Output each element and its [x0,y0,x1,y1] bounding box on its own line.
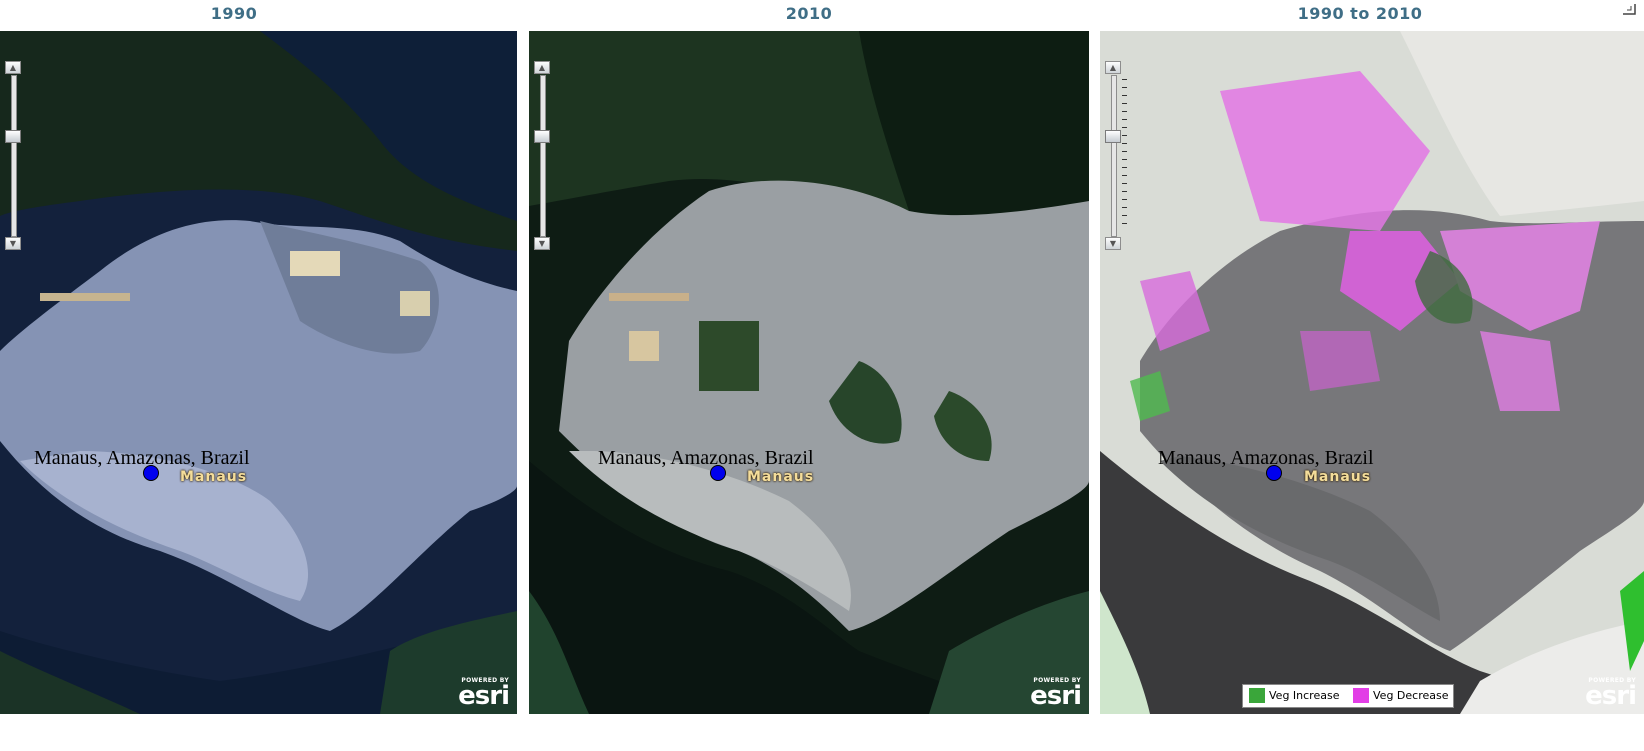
zoom-slider[interactable]: ▲ ▼ [5,61,21,250]
zoom-slider-track[interactable] [11,75,17,237]
location-marker-icon[interactable] [143,465,159,481]
location-marker-icon[interactable] [1266,465,1282,481]
powered-by-text: POWERED BY [1033,677,1081,684]
zoom-in-icon[interactable]: ▲ [534,61,550,74]
zoom-in-icon[interactable]: ▲ [5,61,21,74]
panel-title-1990: 1990 [210,4,258,23]
powered-by-text: POWERED BY [461,677,509,684]
zoom-slider-thumb[interactable] [1105,130,1121,143]
esri-brand-text: esri [1030,681,1082,711]
veg-increase-swatch [1249,688,1265,703]
map-change[interactable]: ▲ ▼ Manaus, Amazonas, Brazil Manaus Veg … [1100,31,1644,714]
change-legend: Veg Increase Veg Decrease [1242,684,1454,708]
place-label: Manaus [747,469,815,485]
veg-decrease-swatch [1353,688,1369,703]
powered-by-text: POWERED BY [1588,677,1636,684]
esri-brand-text: esri [458,681,510,711]
esri-brand-text: esri [1585,681,1637,711]
zoom-slider-track[interactable] [540,75,546,237]
place-label: Manaus [1304,469,1372,485]
city-label: Manaus, Amazonas, Brazil [598,447,814,469]
zoom-slider[interactable]: ▲ ▼ [1105,61,1127,250]
zoom-slider-track[interactable] [1111,75,1117,237]
location-marker-icon[interactable] [710,465,726,481]
satellite-image-2010 [529,31,1089,714]
esri-logo[interactable]: POWERED BY esri [451,677,510,711]
veg-decrease-label: Veg Decrease [1373,689,1449,702]
zoom-slider-ticks [1122,79,1127,229]
place-label: Manaus [180,469,248,485]
zoom-in-icon[interactable]: ▲ [1105,61,1121,74]
esri-logo[interactable]: POWERED BY esri [1578,677,1637,711]
map-1990[interactable]: ▲ ▼ Manaus, Amazonas, Brazil Manaus POWE… [0,31,517,714]
zoom-out-icon[interactable]: ▼ [534,237,550,250]
satellite-image-1990 [0,31,517,714]
zoom-out-icon[interactable]: ▼ [1105,237,1121,250]
zoom-out-icon[interactable]: ▼ [5,237,21,250]
zoom-slider-thumb[interactable] [5,130,21,143]
esri-logo[interactable]: POWERED BY esri [1023,677,1082,711]
veg-increase-label: Veg Increase [1269,689,1340,702]
change-image [1100,31,1644,714]
city-label: Manaus, Amazonas, Brazil [1158,447,1374,469]
zoom-slider[interactable]: ▲ ▼ [534,61,550,250]
panel-title-change: 1990 to 2010 [1297,4,1423,23]
panel-title-2010: 2010 [785,4,833,23]
city-label: Manaus, Amazonas, Brazil [34,447,250,469]
zoom-slider-thumb[interactable] [534,130,550,143]
window-corner-icon[interactable] [1621,3,1637,15]
map-2010[interactable]: ▲ ▼ Manaus, Amazonas, Brazil Manaus POWE… [529,31,1089,714]
